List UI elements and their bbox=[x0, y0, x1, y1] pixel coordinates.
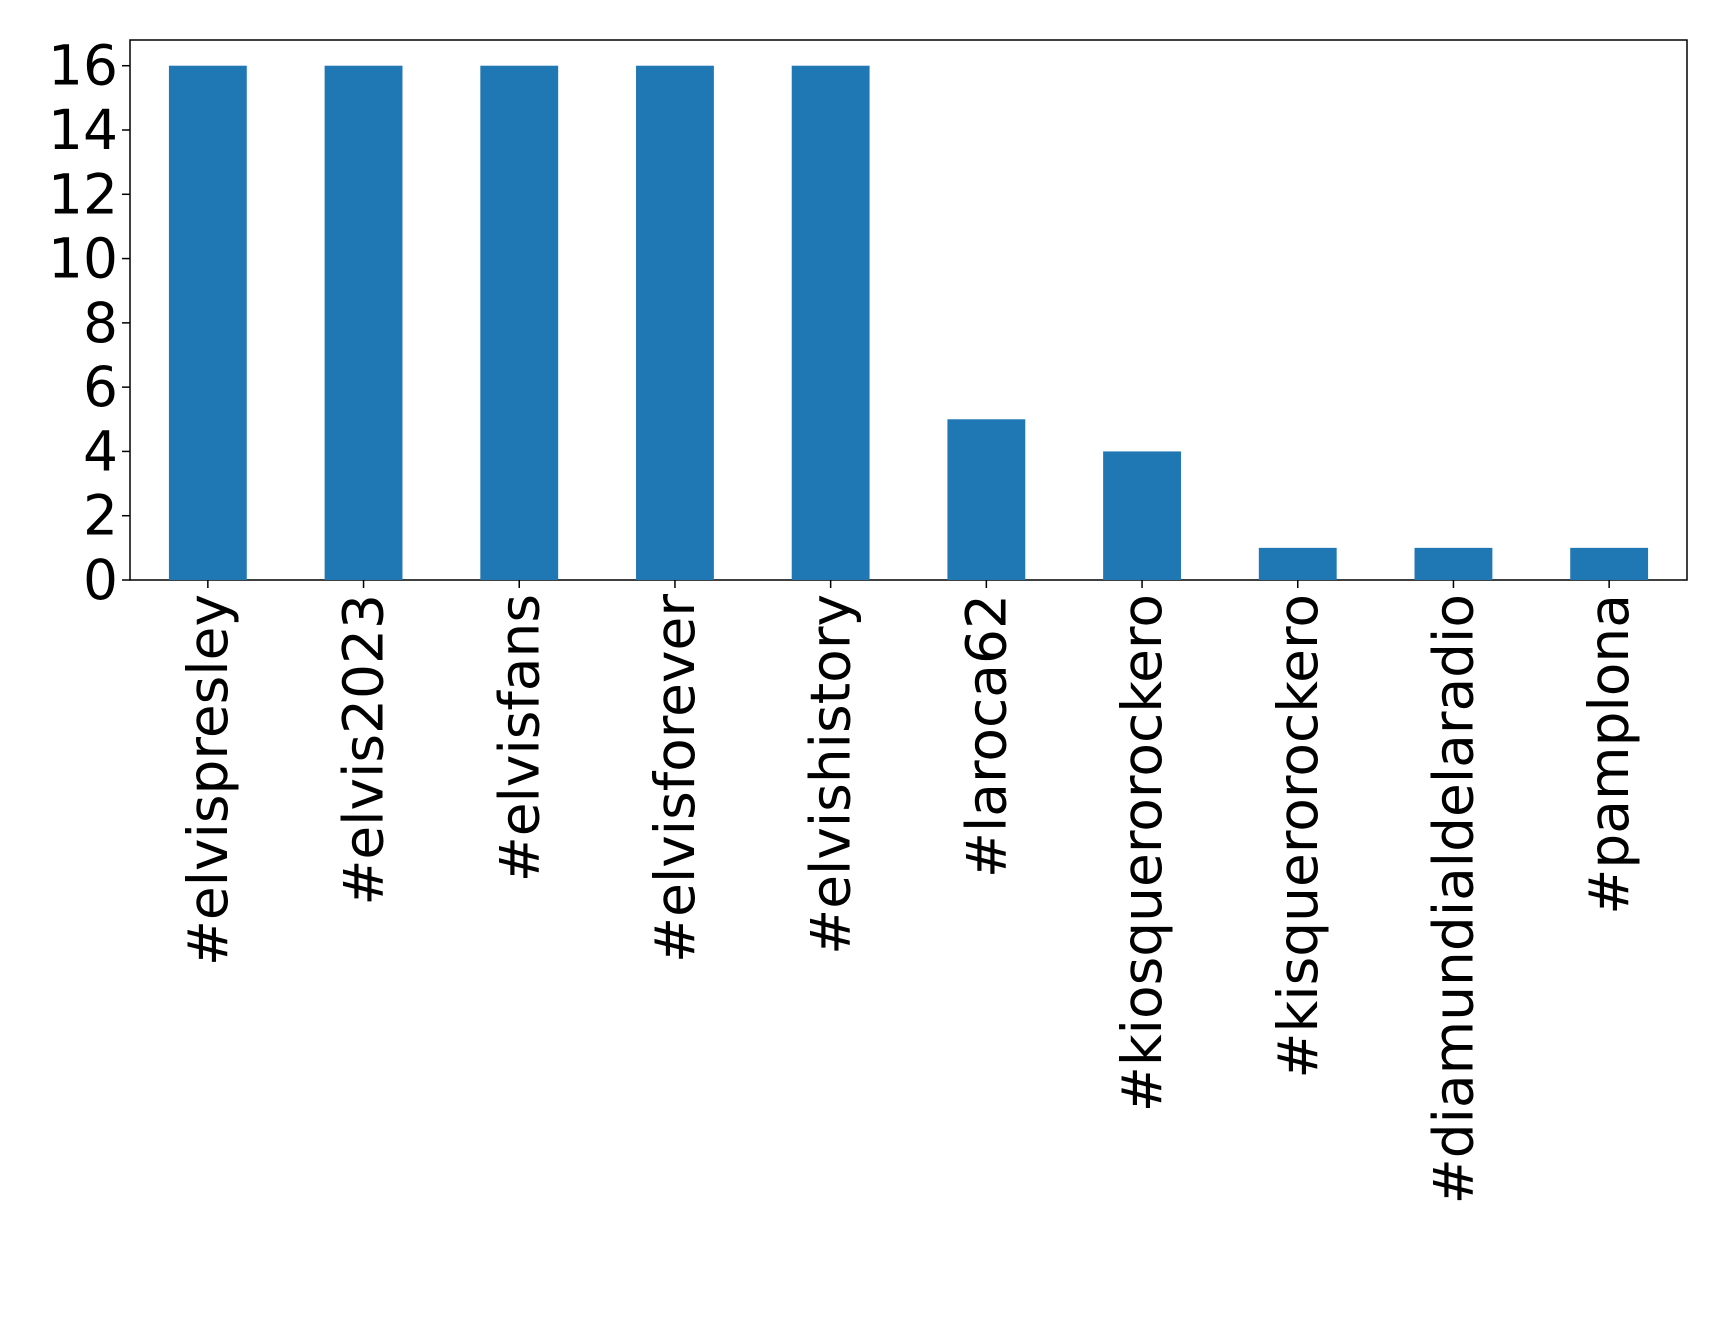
x-tick-label: #elvis2023 bbox=[332, 594, 396, 906]
y-tick-label: 0 bbox=[83, 548, 118, 612]
y-tick-label: 16 bbox=[48, 34, 118, 98]
bar bbox=[168, 65, 247, 580]
bar bbox=[947, 419, 1026, 580]
y-tick-label: 8 bbox=[83, 291, 118, 355]
y-tick-label: 10 bbox=[48, 227, 118, 291]
x-tick-label: #elvispresley bbox=[176, 594, 240, 966]
y-tick-label: 14 bbox=[48, 98, 118, 162]
x-tick-label: #pamplona bbox=[1577, 594, 1641, 915]
bar bbox=[1103, 451, 1181, 580]
x-tick-label: #diamundialdelaradio bbox=[1421, 594, 1485, 1204]
bar bbox=[1258, 547, 1337, 580]
bar bbox=[636, 65, 714, 580]
y-tick-label: 12 bbox=[48, 162, 118, 226]
bar bbox=[324, 65, 403, 580]
bar bbox=[791, 65, 870, 580]
x-tick-label: #laroca62 bbox=[954, 594, 1018, 878]
x-tick-label: #elvishistory bbox=[799, 594, 863, 955]
bar bbox=[480, 65, 559, 580]
y-tick-label: 4 bbox=[83, 419, 118, 483]
bar bbox=[1570, 547, 1649, 580]
x-tick-label: #elvisforever bbox=[643, 594, 707, 963]
y-tick-label: 6 bbox=[83, 355, 118, 419]
plot-frame bbox=[129, 39, 1688, 581]
x-tick-label: #kisquerorockero bbox=[1266, 594, 1330, 1079]
bar bbox=[1414, 547, 1493, 580]
x-tick-label: #elvisfans bbox=[487, 594, 551, 882]
y-tick-label: 2 bbox=[83, 484, 118, 548]
x-tick-label: #kiosquerorockero bbox=[1110, 594, 1174, 1112]
